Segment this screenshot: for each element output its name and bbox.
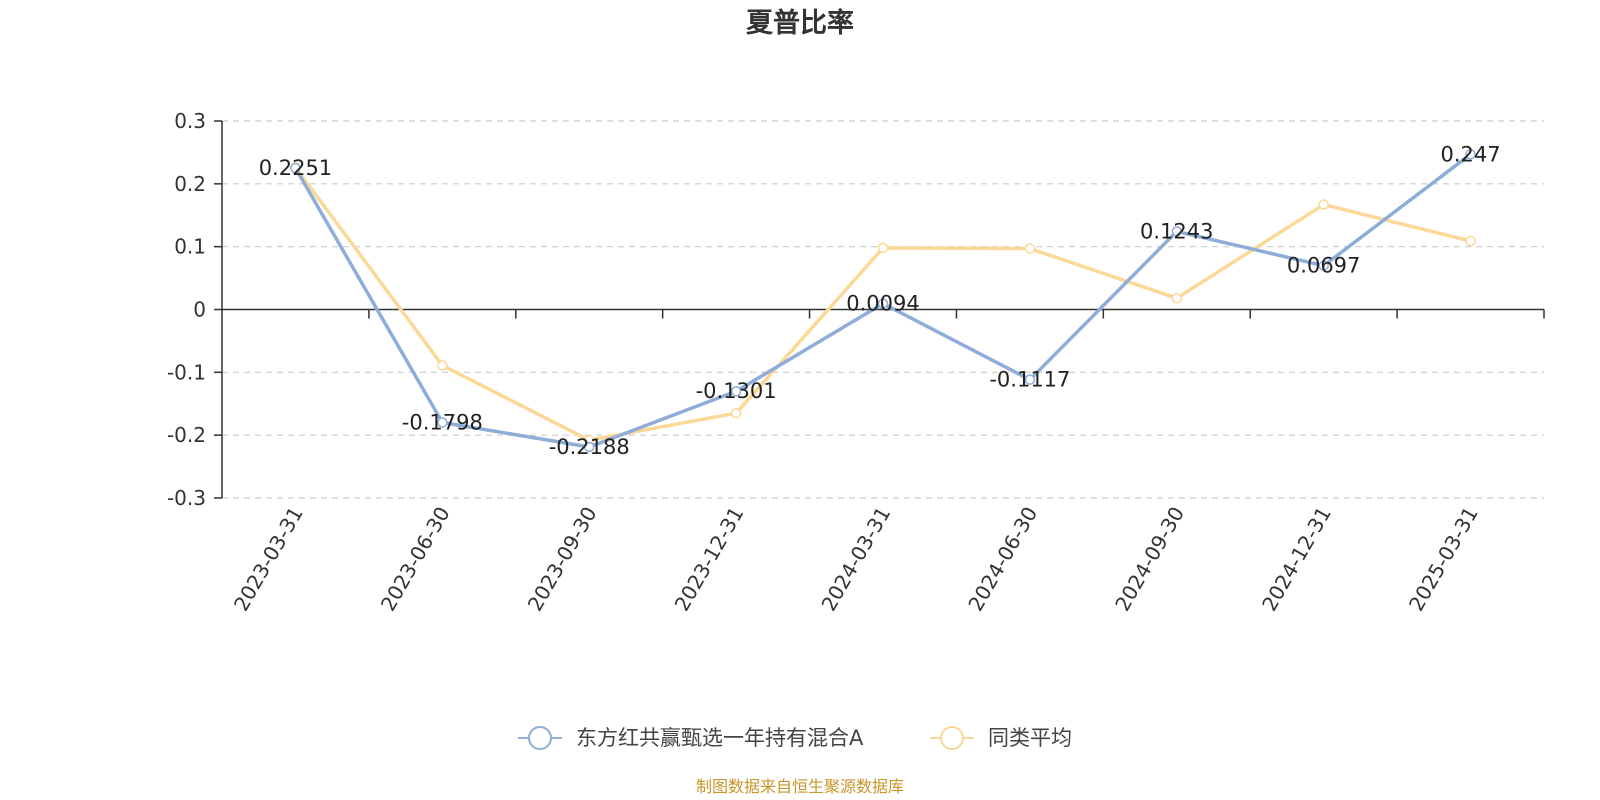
data-label: 0.1243 [1140, 219, 1213, 243]
data-point [1024, 374, 1036, 385]
data-label: 0.247 [1440, 142, 1500, 166]
x-tick-label: 2024-03-31 [816, 503, 895, 616]
y-tick-label: -0.3 [167, 486, 206, 510]
legend-marker-series-1 [528, 726, 552, 750]
data-point [730, 385, 742, 397]
data-point [290, 162, 301, 174]
x-axis-ticks: 2023-03-31 2023-06-30 2023-09-30 2023-12-31… [229, 503, 1483, 616]
legend-label-series-2: 同类平均 [988, 726, 1072, 750]
data-point [1318, 199, 1329, 210]
x-tick-label: 2023-12-31 [670, 503, 749, 616]
y-tick-label: -0.2 [167, 423, 206, 447]
legend-marker-series-2 [940, 726, 964, 750]
x-tick-label: 2024-06-30 [963, 503, 1042, 616]
data-label: -0.1301 [696, 379, 777, 403]
data-point [1024, 243, 1036, 254]
y-tick-label: 0.3 [174, 109, 206, 133]
data-label: -0.1117 [989, 368, 1070, 392]
y-tick-label: 0.1 [174, 235, 206, 259]
data-point [1465, 149, 1476, 160]
data-labels: 0.2251 -0.1798 -0.2188 -0.1301 0.0094 -0.1117… [259, 142, 1501, 459]
x-tick-label: 2024-09-30 [1110, 503, 1189, 616]
y-axis-ticks: 0.3 0.2 0.1 0 -0.1 -0.2 -0.3 [167, 109, 222, 510]
legend: 东方红共赢甄选一年持有混合A 同类平均 [518, 726, 1072, 750]
data-label: 0.0697 [1287, 254, 1360, 278]
legend-label-series-1: 东方红共赢甄选一年持有混合A [576, 726, 864, 750]
data-label: 0.2251 [259, 156, 332, 180]
data-label: -0.1798 [402, 410, 483, 434]
series-lines [290, 149, 1476, 453]
x-tick-label: 2023-06-30 [376, 503, 455, 616]
data-point [1318, 260, 1329, 271]
data-label: 0.0094 [846, 292, 919, 316]
x-tick-label: 2023-03-31 [229, 503, 308, 616]
y-tick-label: 0 [193, 298, 206, 322]
data-point [877, 242, 889, 254]
x-tick-label: 2024-12-31 [1257, 503, 1336, 616]
y-tick-label: 0.2 [174, 172, 206, 196]
data-point [1465, 235, 1476, 247]
data-point [437, 417, 448, 428]
data-point [730, 407, 742, 419]
x-tick-label: 2025-03-31 [1404, 503, 1483, 616]
legend-item-series-1[interactable]: 东方红共赢甄选一年持有混合A [518, 726, 864, 750]
source-note: 制图数据来自恒生聚源数据库 [696, 777, 904, 796]
data-point [877, 298, 889, 309]
x-tick-label: 2023-09-30 [523, 503, 602, 616]
data-point [1171, 292, 1183, 304]
y-tick-label: -0.1 [167, 360, 206, 384]
data-point [583, 441, 595, 453]
data-label: -0.2188 [549, 435, 630, 459]
legend-item-series-2[interactable]: 同类平均 [930, 726, 1072, 750]
data-point [437, 360, 448, 371]
chart-title: 夏普比率 [746, 7, 854, 39]
data-point [1171, 226, 1183, 237]
